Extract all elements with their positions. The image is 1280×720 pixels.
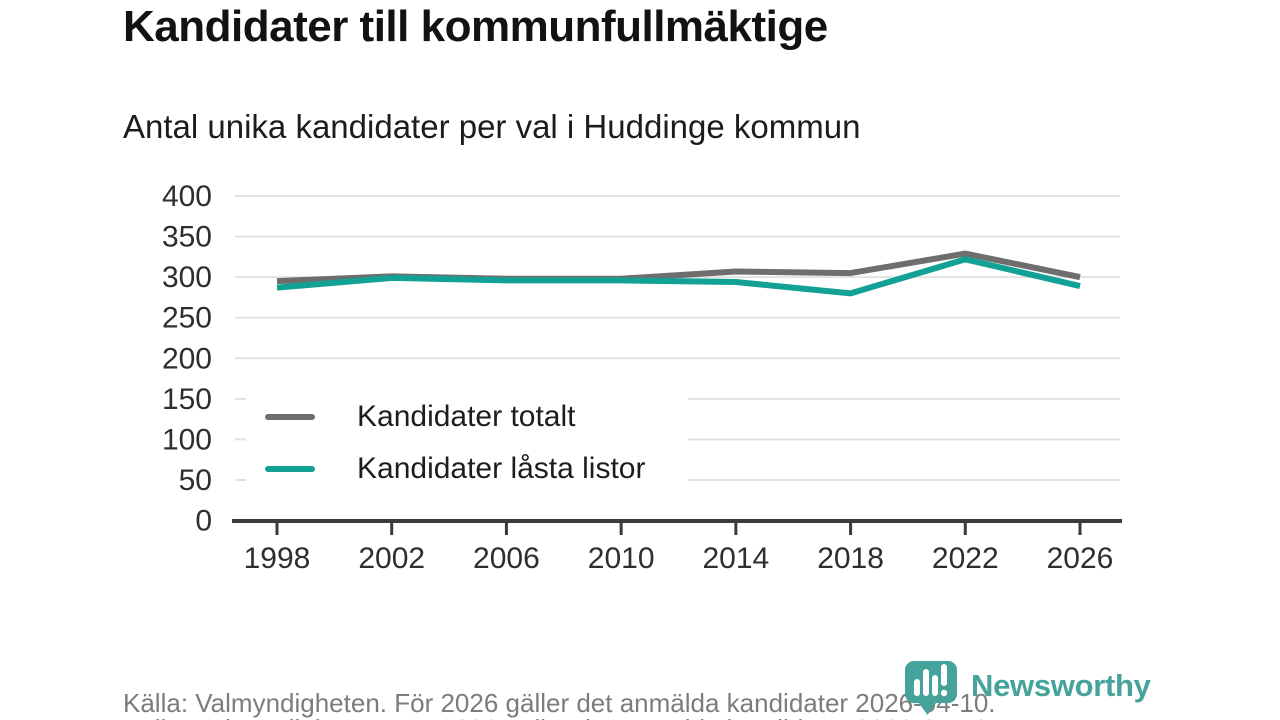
y-tick-label: 250 bbox=[162, 302, 212, 335]
x-tick-label: 2026 bbox=[1047, 542, 1114, 575]
y-tick-label: 400 bbox=[162, 180, 212, 213]
y-tick-label: 50 bbox=[179, 464, 212, 497]
brand-name: Newsworthy bbox=[971, 668, 1151, 703]
x-tick-label: 2002 bbox=[358, 542, 425, 575]
source-note-clipped-line: Källa: Valmyndigheten. För 2026 gäller d… bbox=[123, 714, 996, 720]
x-tick-label: 2014 bbox=[702, 542, 769, 575]
series-line-kandidater-l-sta-listor bbox=[276, 256, 1081, 297]
y-tick-label: 200 bbox=[162, 342, 212, 375]
legend-swatch-teal bbox=[265, 466, 315, 472]
page-subtitle: Antal unika kandidater per val i Hudding… bbox=[123, 108, 861, 145]
x-tick-label: 1998 bbox=[244, 542, 311, 575]
newsworthy-logo-icon bbox=[905, 661, 957, 715]
x-tick-label: 2022 bbox=[932, 542, 999, 575]
chart-legend: Kandidater totalt Kandidater låsta listo… bbox=[246, 391, 688, 495]
page-title: Kandidater till kommunfullmäktige bbox=[123, 2, 828, 51]
newsworthy-brand: Newsworthy bbox=[903, 658, 1151, 720]
y-tick-label: 0 bbox=[195, 505, 212, 538]
source-note: Källa: Valmyndigheten. För 2026 gäller d… bbox=[123, 688, 996, 718]
legend-item-lasta-listor: Kandidater låsta listor bbox=[246, 444, 688, 494]
legend-swatch-gray bbox=[265, 414, 315, 420]
y-tick-label: 100 bbox=[162, 423, 212, 456]
y-tick-label: 300 bbox=[162, 261, 212, 294]
x-tick-label: 2006 bbox=[473, 542, 540, 575]
legend-item-totalt: Kandidater totalt bbox=[246, 392, 688, 442]
y-tick-label: 150 bbox=[162, 383, 212, 416]
legend-label: Kandidater låsta listor bbox=[357, 452, 646, 485]
y-tick-label: 350 bbox=[162, 221, 212, 254]
x-tick-label: 2010 bbox=[588, 542, 655, 575]
x-tick-label: 2018 bbox=[817, 542, 884, 575]
legend-label: Kandidater totalt bbox=[357, 400, 576, 433]
